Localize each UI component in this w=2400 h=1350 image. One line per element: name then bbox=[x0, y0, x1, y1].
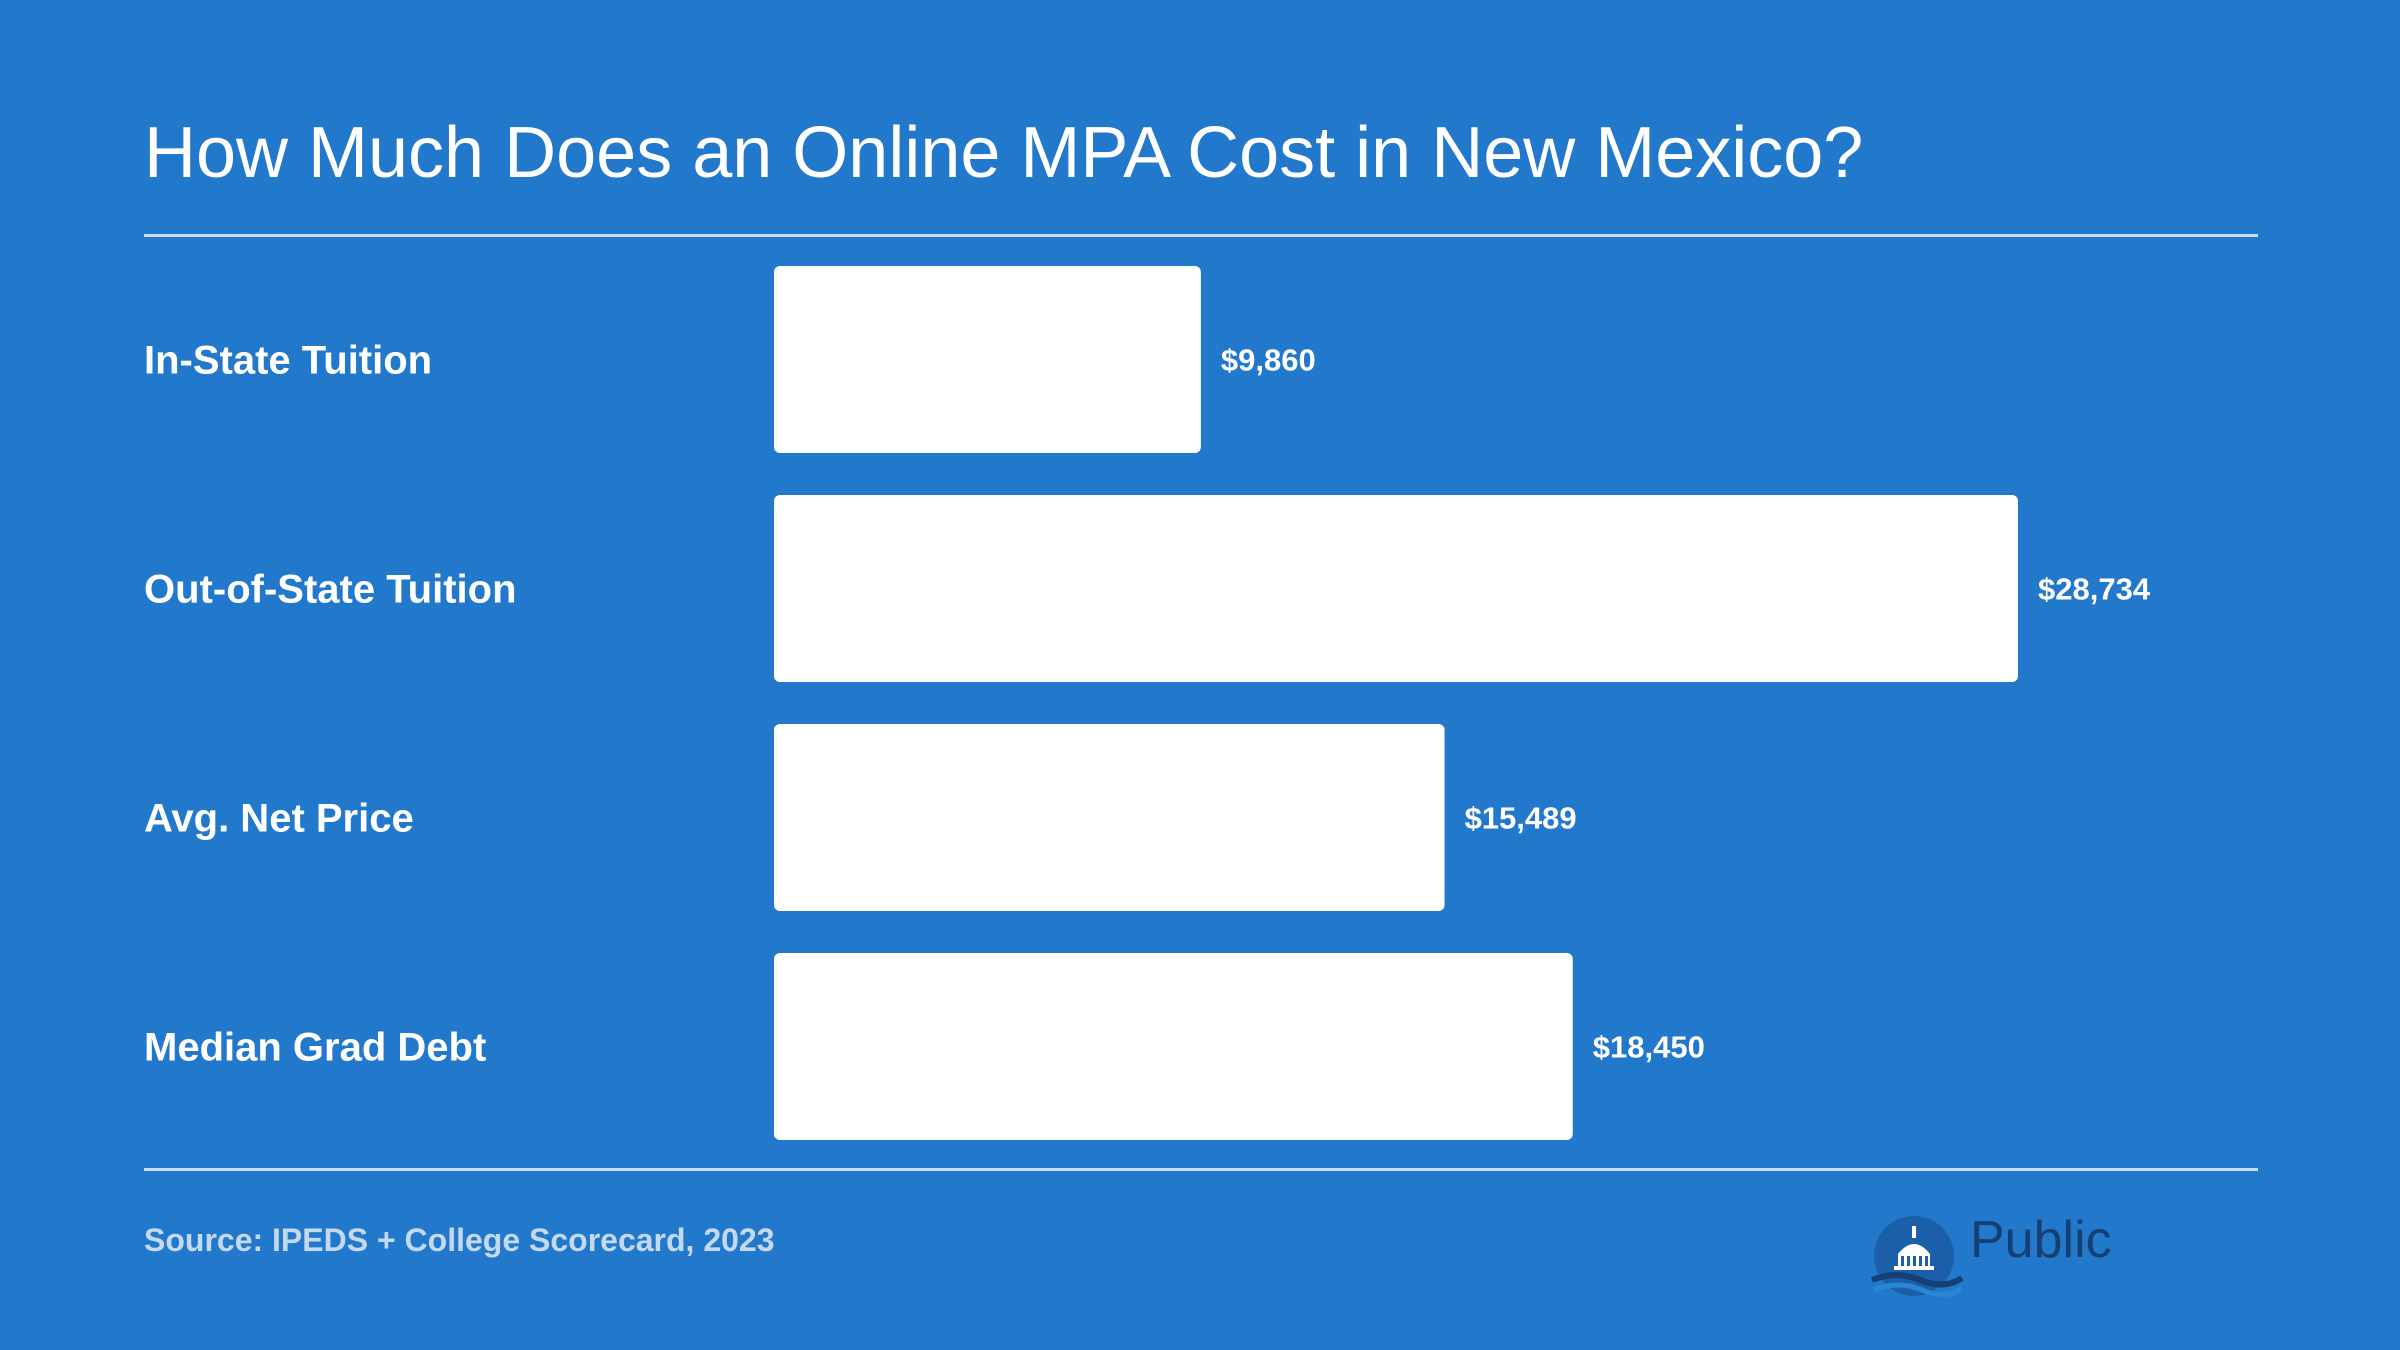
bar bbox=[774, 495, 2018, 682]
logo-wordmark: Public bbox=[1970, 1211, 2112, 1269]
brand-logo: Public bbox=[1866, 1208, 2256, 1304]
capitol-dome-icon bbox=[1870, 1216, 1964, 1297]
top-divider bbox=[144, 234, 2258, 237]
category-label: Avg. Net Price bbox=[144, 797, 414, 841]
chart-title: How Much Does an Online MPA Cost in New … bbox=[144, 113, 1864, 193]
bar bbox=[774, 724, 1445, 911]
category-label: Median Grad Debt bbox=[144, 1026, 486, 1070]
bottom-divider bbox=[144, 1168, 2258, 1171]
source-note: Source: IPEDS + College Scorecard, 2023 bbox=[144, 1222, 775, 1258]
bar bbox=[774, 953, 1573, 1140]
value-label: $28,734 bbox=[2038, 572, 2151, 607]
category-label: In-State Tuition bbox=[144, 339, 432, 383]
value-label: $9,860 bbox=[1221, 343, 1316, 378]
value-label: $15,489 bbox=[1465, 801, 1577, 836]
category-label: Out-of-State Tuition bbox=[144, 568, 517, 612]
value-label: $18,450 bbox=[1593, 1030, 1705, 1065]
bar bbox=[774, 266, 1201, 453]
